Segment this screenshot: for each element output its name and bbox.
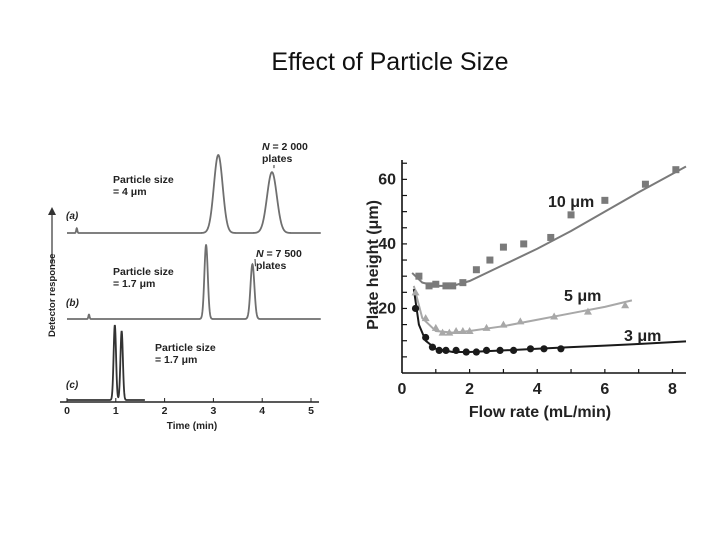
- data-point-triangle: [516, 317, 525, 325]
- plate-x-tick-label: 8: [668, 381, 677, 398]
- data-point-square: [472, 266, 480, 274]
- data-point-square: [567, 211, 575, 219]
- data-point-circle: [472, 348, 480, 356]
- data-point-triangle: [458, 327, 467, 335]
- plate-y-axis-label: Plate height (μm): [365, 200, 382, 330]
- data-point-circle: [462, 348, 470, 356]
- data-point-triangle: [499, 320, 508, 328]
- data-point-square: [415, 272, 423, 280]
- panel-tag: (a): [66, 211, 79, 222]
- data-point-triangle: [438, 328, 447, 336]
- data-point-square: [449, 282, 457, 290]
- chromatogram-trace: [67, 324, 145, 401]
- data-point-circle: [422, 333, 430, 342]
- slide-title: Effect of Particle Size: [271, 48, 509, 76]
- plate-x-tick-label: 6: [600, 381, 609, 398]
- data-point-square: [672, 166, 680, 174]
- data-point-triangle: [411, 288, 420, 296]
- data-point-square: [601, 196, 609, 204]
- plate-x-tick-label: 4: [533, 381, 542, 398]
- data-point-circle: [411, 304, 420, 313]
- data-point-square: [547, 233, 555, 241]
- plate-count-annotation: N = 7 500: [256, 248, 302, 260]
- data-point-triangle: [621, 301, 630, 309]
- data-point-square: [442, 282, 450, 290]
- plate-count-unit: plates: [262, 153, 293, 165]
- chrom-x-tick-label: 4: [259, 405, 265, 417]
- chromatogram-trace: [67, 154, 321, 234]
- plate-y-tick-label: 40: [378, 236, 396, 253]
- chrom-x-tick-label: 3: [210, 405, 216, 417]
- data-point-triangle: [421, 314, 430, 322]
- data-point-square: [641, 180, 649, 188]
- plate-x-axis-label: Flow rate (mL/min): [469, 404, 611, 421]
- chrom-x-tick-label: 1: [113, 405, 119, 417]
- data-point-circle: [496, 346, 504, 355]
- particle-size-label: Particle size: [155, 342, 216, 354]
- chrom-x-tick-label: 5: [308, 405, 314, 417]
- data-point-circle: [452, 346, 460, 355]
- chrom-x-tick-label: 2: [162, 405, 168, 417]
- data-point-triangle: [482, 323, 491, 331]
- plate-x-tick-label: 2: [465, 381, 474, 398]
- chromatogram-figure: Detector response (a)Particle size= 4 μm…: [47, 141, 321, 432]
- data-point-circle: [557, 345, 565, 353]
- plate-count-annotation: N = 2 000: [262, 141, 308, 153]
- data-point-circle: [526, 345, 535, 353]
- series-label: 3 μm: [624, 328, 661, 345]
- panel-tag: (c): [66, 380, 79, 391]
- chromatogram-trace: [67, 244, 321, 320]
- particle-size-label: Particle size: [113, 174, 174, 186]
- data-point-triangle: [465, 327, 474, 335]
- chrom-x-tick-label: 0: [64, 405, 70, 417]
- data-point-triangle: [550, 312, 559, 320]
- series-label: 10 μm: [548, 194, 594, 211]
- data-point-triangle: [445, 328, 454, 336]
- plate-height-plot: Plate height (μm) Flow rate (mL/min) 0 2 4…: [365, 160, 687, 421]
- data-point-circle: [442, 346, 450, 355]
- data-point-square: [499, 243, 507, 251]
- data-point-circle: [540, 345, 548, 353]
- particle-size-label: Particle size: [113, 266, 174, 278]
- data-point-circle: [482, 346, 491, 355]
- data-point-square: [425, 282, 433, 290]
- data-point-square: [459, 279, 467, 287]
- panel-tag: (b): [66, 298, 79, 309]
- plate-y-tick-label: 20: [378, 300, 396, 317]
- data-point-square: [432, 280, 440, 288]
- plate-y-tick-label: 60: [378, 171, 396, 188]
- data-point-square: [520, 240, 528, 248]
- arrow-head-icon: [48, 207, 56, 215]
- series-label: 5 μm: [564, 288, 601, 305]
- data-point-square: [486, 256, 494, 264]
- data-point-triangle: [583, 307, 592, 315]
- chrom-y-axis-label: Detector response: [47, 254, 58, 337]
- chrom-x-axis-label: Time (min): [167, 421, 217, 432]
- data-point-circle: [509, 346, 518, 355]
- data-point-circle: [428, 343, 437, 351]
- particle-size-value: = 1.7 μm: [155, 354, 197, 366]
- plate-x-tick-label: 0: [398, 381, 407, 398]
- plate-count-unit: plates: [256, 260, 287, 272]
- particle-size-value: = 4 μm: [113, 186, 147, 198]
- data-point-triangle: [431, 323, 440, 331]
- data-point-circle: [435, 346, 443, 355]
- particle-size-value: = 1.7 μm: [113, 278, 155, 290]
- data-point-triangle: [452, 327, 461, 335]
